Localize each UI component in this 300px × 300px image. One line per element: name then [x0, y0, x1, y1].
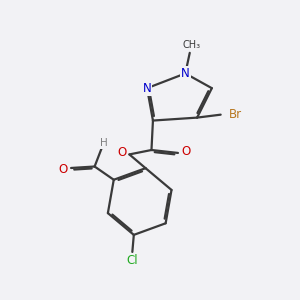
Text: CH₃: CH₃	[182, 40, 200, 50]
Text: O: O	[117, 146, 127, 159]
Text: N: N	[143, 82, 152, 95]
Text: Br: Br	[229, 108, 242, 121]
Text: O: O	[58, 163, 68, 176]
Text: H: H	[100, 138, 107, 148]
Text: O: O	[182, 145, 191, 158]
Text: N: N	[181, 67, 190, 80]
Text: Cl: Cl	[127, 254, 138, 267]
